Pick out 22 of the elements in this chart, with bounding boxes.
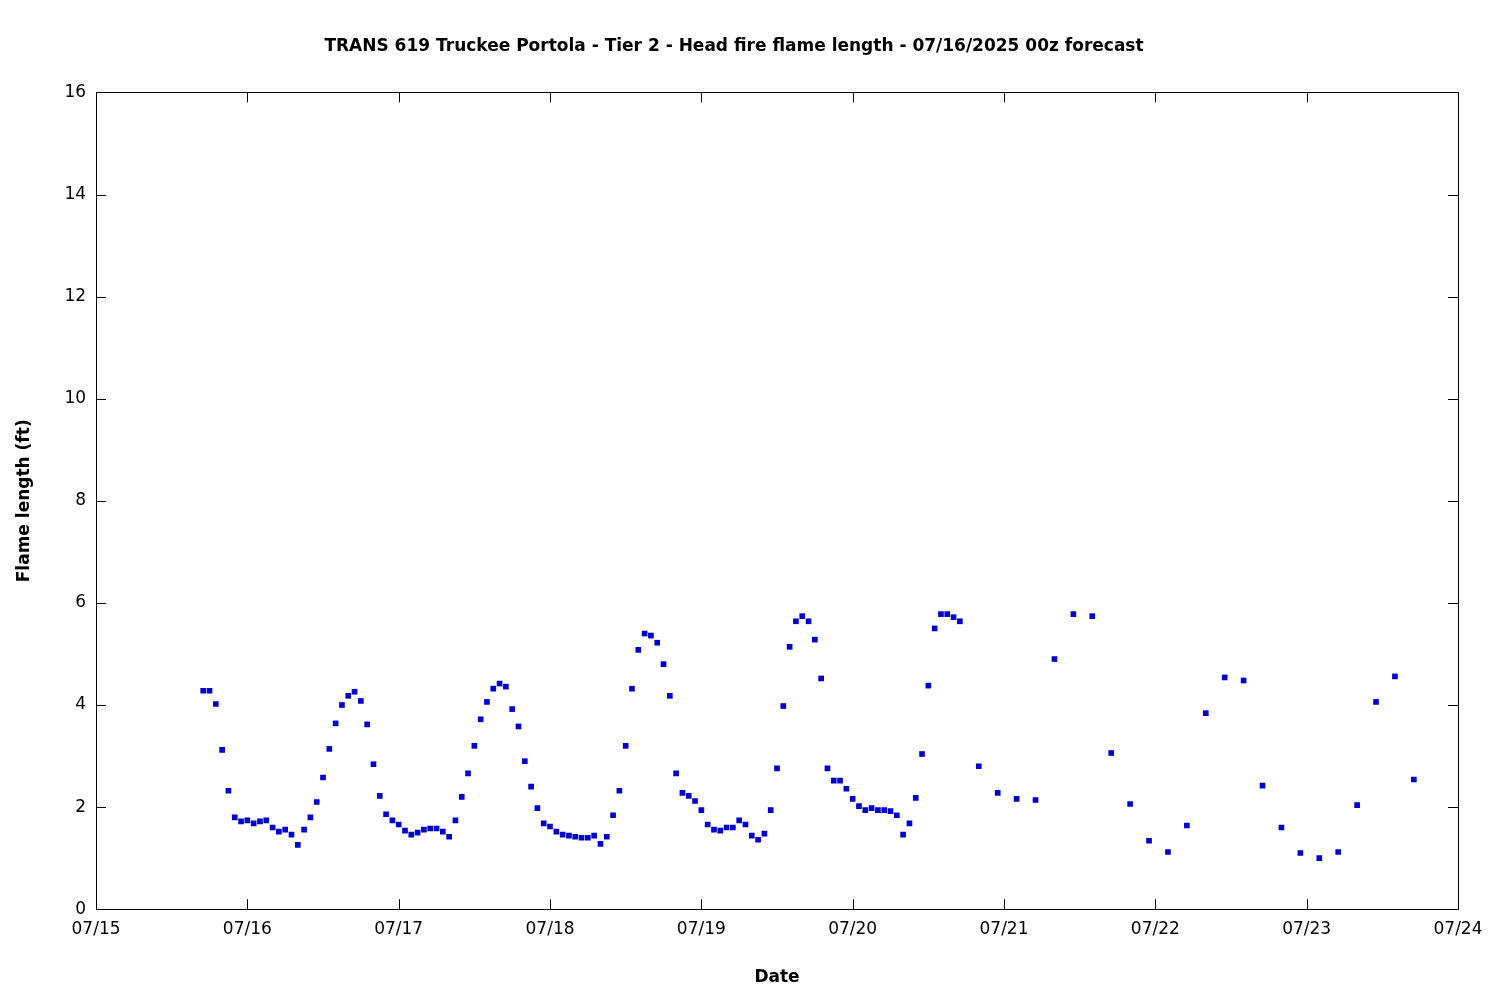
x-tick-label: 07/19 <box>676 917 726 938</box>
y-tick-label: 10 <box>64 387 87 408</box>
x-tick-label: 07/15 <box>71 917 121 938</box>
x-tick-label: 07/20 <box>828 917 878 938</box>
x-tick-label: 07/23 <box>1282 917 1332 938</box>
x-tick-label: 07/22 <box>1130 917 1180 938</box>
y-tick-label: 12 <box>64 285 87 306</box>
x-tick-label: 07/21 <box>979 917 1029 938</box>
y-tick-label: 0 <box>75 897 87 918</box>
chart-title: TRANS 619 Truckee Portola - Tier 2 - Head fire flame length - 07/16/2025 00z forecast <box>324 34 1144 55</box>
y-tick-label: 14 <box>64 182 87 203</box>
x-axis-title: Date <box>754 966 800 987</box>
y-tick-label: 2 <box>75 795 87 816</box>
y-axis-title: Flame length (ft) <box>12 419 33 583</box>
x-tick-label: 07/16 <box>222 917 272 938</box>
x-tick-label: 07/18 <box>525 917 575 938</box>
y-tick-label: 4 <box>75 693 87 714</box>
y-tick-label: 6 <box>75 591 87 612</box>
x-tick-label: 07/24 <box>1433 917 1483 938</box>
x-tick-label: 07/17 <box>374 917 424 938</box>
y-tick-label: 8 <box>75 489 87 510</box>
y-tick-label: 16 <box>64 80 87 101</box>
